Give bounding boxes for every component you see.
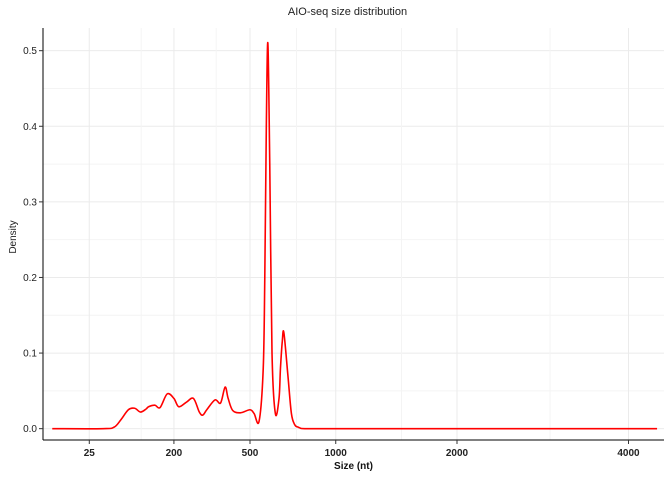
x-tick-label: 2000 (446, 448, 469, 459)
y-tick-label: 0.1 (23, 349, 37, 360)
y-axis-label: Density (8, 220, 19, 253)
x-axis-ticks: 25 200 500 1000 2000 4000 (84, 440, 640, 459)
chart-title: AIO-seq size distribution (288, 6, 407, 18)
x-axis-label: Size (nt) (334, 461, 373, 472)
axes (42, 28, 664, 441)
y-axis-ticks: 0.0 0.1 0.2 0.3 0.4 0.5 (23, 46, 43, 435)
grid-lines (43, 28, 664, 440)
x-tick-label: 25 (84, 448, 96, 459)
y-tick-label: 0.0 (23, 424, 37, 435)
x-tick-label: 500 (242, 448, 259, 459)
y-tick-label: 0.3 (23, 197, 37, 208)
x-tick-label: 4000 (617, 448, 640, 459)
x-tick-label: 1000 (325, 448, 348, 459)
y-tick-label: 0.2 (23, 273, 37, 284)
y-tick-label: 0.4 (23, 122, 37, 133)
series-group (52, 42, 658, 430)
density-line (52, 42, 658, 430)
y-tick-label: 0.5 (23, 46, 37, 57)
x-tick-label: 200 (166, 448, 183, 459)
